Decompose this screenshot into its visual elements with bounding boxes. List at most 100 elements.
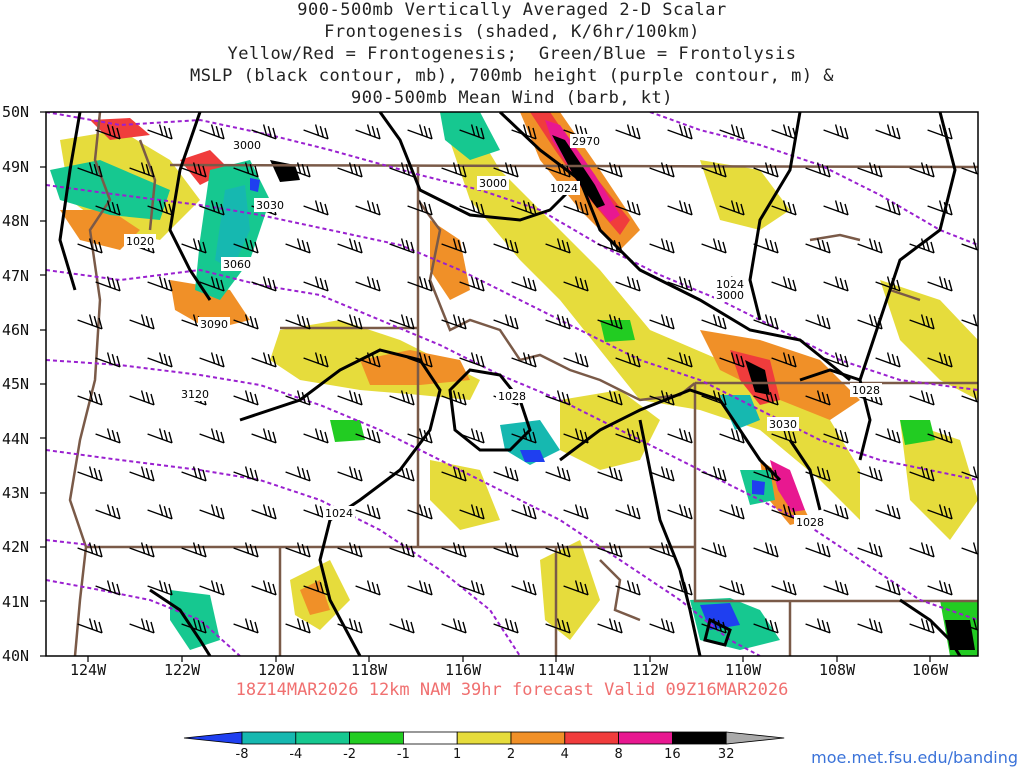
wind-barb (545, 162, 571, 178)
wind-barb (233, 390, 259, 406)
mslp-contours (58, 112, 962, 656)
wind-barb (805, 238, 831, 254)
wind-barb (511, 580, 537, 596)
wind-barb (961, 162, 978, 175)
wind-barb (441, 390, 467, 406)
wind-barb (649, 238, 675, 254)
wind-barb (303, 124, 329, 140)
wind-barb (337, 314, 363, 330)
wind-barb (980, 125, 1004, 139)
colorbar-segment (241, 731, 297, 745)
wind-barb (407, 580, 433, 596)
wind-barb (753, 390, 779, 406)
wind-barb (251, 504, 277, 520)
mslp-label: 1028 (796, 516, 824, 529)
wind-barb (961, 618, 978, 631)
lon-label: 118W (351, 661, 388, 679)
lon-label: 112W (632, 661, 669, 679)
wind-barb (545, 238, 571, 254)
wind-barb (441, 466, 467, 482)
colorbar-right-arrow (725, 731, 785, 745)
lat-label: 49N (2, 158, 29, 176)
wind-barb (909, 238, 935, 254)
colorbar-segment (564, 731, 619, 745)
credit-url[interactable]: moe.met.fsu.edu/banding (811, 748, 1018, 767)
lon-label: 110W (725, 661, 762, 679)
wind-barb (649, 162, 675, 178)
wind-barb (199, 276, 225, 292)
wind-barb (147, 504, 173, 520)
colorbar-label: 1 (453, 747, 461, 762)
wind-barb (875, 276, 901, 292)
wind-barb (980, 353, 1004, 367)
lat-label: 47N (2, 267, 29, 285)
colorbar-segment (349, 731, 404, 745)
wind-barb (389, 466, 415, 482)
wind-barb (909, 466, 935, 482)
wind-barb (77, 238, 103, 254)
wind-barb (615, 276, 641, 292)
wind-barb (667, 352, 693, 368)
mslp-label: 1024 (716, 278, 744, 291)
wind-barb (823, 124, 849, 140)
wind-barb (303, 580, 329, 596)
wind-barb (753, 162, 779, 178)
wind-barb (875, 580, 901, 596)
wind-barb (95, 200, 121, 216)
colorbar-segment (456, 731, 512, 745)
wind-barb (147, 428, 173, 444)
wind-barb (771, 352, 797, 368)
wind-barb (909, 390, 935, 406)
wind-barb (667, 580, 693, 596)
wind-barb (719, 200, 745, 216)
wind-barb (980, 429, 1004, 443)
wind-barb (493, 162, 519, 178)
colorbar-label: 16 (664, 747, 681, 762)
wind-barb (875, 124, 901, 140)
wind-barb (597, 314, 623, 330)
wind-barb (511, 428, 537, 444)
wind-barb (805, 162, 831, 178)
valid-time-text: 18Z14MAR2026 12km NAM 39hr forecast Vali… (235, 680, 789, 700)
wind-barb (875, 428, 901, 444)
wind-barb (753, 466, 779, 482)
wind-barb (927, 200, 953, 216)
wind-barb (719, 352, 745, 368)
wind-barb (77, 542, 103, 558)
colorbar-label: -2 (343, 747, 356, 762)
colorbar-label: 32 (718, 747, 735, 762)
wind-barb (927, 504, 953, 520)
lat-label: 48N (2, 212, 29, 230)
wind-barb (719, 504, 745, 520)
wind-barb (875, 200, 901, 216)
wind-barb (77, 618, 103, 634)
wind-barb (771, 276, 797, 292)
wind-barb (303, 276, 329, 292)
wind-barb (459, 276, 485, 292)
wind-barb (147, 580, 173, 596)
wind-barb (961, 542, 978, 555)
wind-barb (701, 162, 727, 178)
wind-barb (233, 466, 259, 482)
wind-barb (701, 542, 727, 558)
colorbar: -8 -4 -2 -1 1 2 4 8 16 32 (183, 731, 785, 762)
title-line-5: 900-500mb Mean Wind (barb, kt) (350, 88, 674, 108)
lon-label: 106W (912, 661, 949, 679)
wind-barb (199, 200, 225, 216)
wind-barb (441, 618, 467, 634)
lat-ticks (40, 111, 46, 657)
wind-barb (857, 390, 883, 406)
wind-barb (719, 428, 745, 444)
wind-barb (407, 124, 433, 140)
wind-barb (233, 618, 259, 634)
wind-barb (285, 162, 311, 178)
wind-barb (407, 276, 433, 292)
wind-barb (337, 238, 363, 254)
wind-barb (285, 618, 311, 634)
wind-barb (129, 390, 155, 406)
wind-barb (389, 314, 415, 330)
wind-barb (233, 542, 259, 558)
wind-barb (805, 542, 831, 558)
mslp-label: 1028 (852, 384, 880, 397)
contour-labels: 1020 1024 1024 1024 1028 1028 1028 3000 … (124, 134, 882, 529)
